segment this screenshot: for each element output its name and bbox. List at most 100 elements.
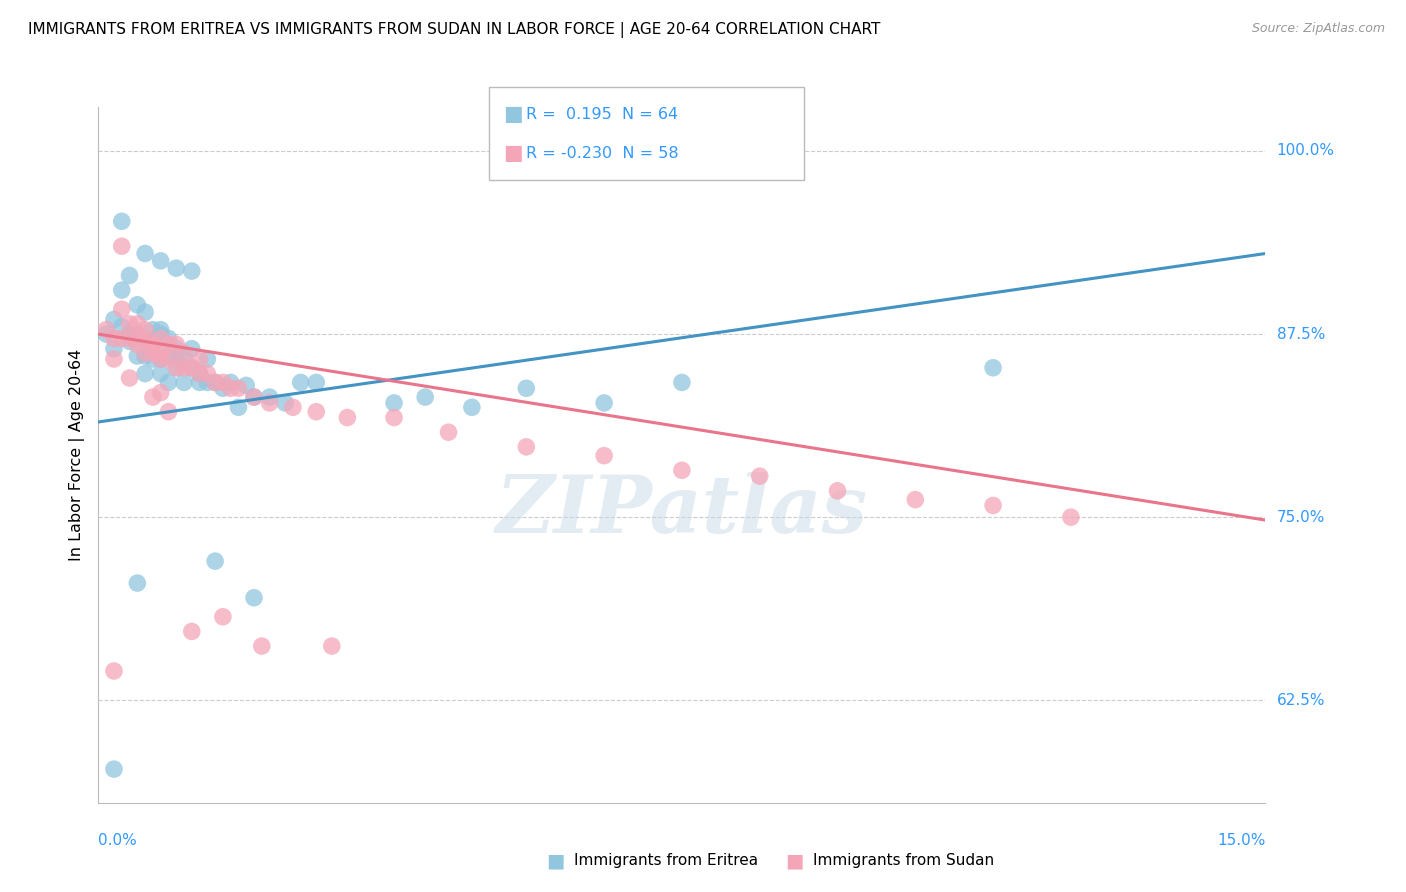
- Point: [243, 591, 266, 605]
- Point: [157, 337, 180, 351]
- Point: [111, 302, 134, 317]
- Point: [134, 305, 156, 319]
- Point: [134, 246, 156, 260]
- Point: [149, 323, 172, 337]
- Point: [111, 239, 134, 253]
- Text: ■: ■: [546, 851, 565, 871]
- Point: [204, 554, 226, 568]
- Point: [157, 376, 180, 390]
- Point: [142, 337, 165, 351]
- Point: [243, 390, 266, 404]
- Point: [149, 367, 172, 381]
- Text: Source: ZipAtlas.com: Source: ZipAtlas.com: [1251, 22, 1385, 36]
- Point: [103, 331, 125, 345]
- Point: [96, 323, 118, 337]
- Text: IMMIGRANTS FROM ERITREA VS IMMIGRANTS FROM SUDAN IN LABOR FORCE | AGE 20-64 CORR: IMMIGRANTS FROM ERITREA VS IMMIGRANTS FR…: [28, 22, 880, 38]
- Point: [127, 331, 149, 345]
- Point: [157, 331, 180, 345]
- Point: [142, 323, 165, 337]
- Point: [165, 337, 187, 351]
- Point: [336, 410, 359, 425]
- Point: [180, 360, 202, 375]
- Point: [165, 351, 187, 366]
- Point: [111, 283, 134, 297]
- Point: [157, 351, 180, 366]
- Point: [321, 639, 343, 653]
- Text: Immigrants from Sudan: Immigrants from Sudan: [813, 854, 994, 868]
- Point: [180, 624, 202, 639]
- Point: [904, 492, 927, 507]
- Point: [134, 331, 156, 345]
- Point: [142, 351, 165, 366]
- Point: [118, 317, 141, 331]
- Point: [103, 664, 125, 678]
- Point: [118, 268, 141, 283]
- Point: [212, 376, 235, 390]
- Point: [188, 376, 211, 390]
- Point: [180, 342, 202, 356]
- Point: [204, 376, 226, 390]
- Point: [195, 351, 218, 366]
- Point: [149, 346, 172, 360]
- Point: [149, 351, 172, 366]
- Point: [103, 312, 125, 326]
- Point: [127, 331, 149, 345]
- Point: [515, 440, 537, 454]
- Point: [134, 346, 156, 360]
- Point: [305, 405, 328, 419]
- Point: [259, 396, 281, 410]
- Point: [134, 367, 156, 381]
- Point: [142, 390, 165, 404]
- Point: [173, 346, 195, 360]
- Point: [165, 360, 187, 375]
- Text: 62.5%: 62.5%: [1277, 693, 1324, 707]
- Point: [118, 371, 141, 385]
- Point: [134, 349, 156, 363]
- Point: [149, 351, 172, 366]
- Point: [157, 349, 180, 363]
- Text: 87.5%: 87.5%: [1277, 326, 1324, 342]
- Text: R =  0.195  N = 64: R = 0.195 N = 64: [526, 107, 678, 121]
- Point: [127, 327, 149, 342]
- Point: [173, 351, 195, 366]
- Point: [981, 499, 1004, 513]
- Point: [157, 405, 180, 419]
- Point: [118, 334, 141, 349]
- Point: [212, 609, 235, 624]
- Point: [748, 469, 770, 483]
- Text: 15.0%: 15.0%: [1218, 833, 1265, 848]
- Point: [461, 401, 484, 415]
- Point: [111, 331, 134, 345]
- Point: [671, 463, 693, 477]
- Point: [149, 385, 172, 400]
- Point: [827, 483, 849, 498]
- Text: ■: ■: [503, 144, 523, 163]
- Point: [111, 214, 134, 228]
- Text: 75.0%: 75.0%: [1277, 509, 1324, 524]
- Text: 0.0%: 0.0%: [98, 833, 138, 848]
- Point: [219, 381, 242, 395]
- Text: Immigrants from Eritrea: Immigrants from Eritrea: [574, 854, 758, 868]
- Point: [96, 327, 118, 342]
- Point: [204, 376, 226, 390]
- Point: [188, 351, 211, 366]
- Point: [165, 342, 187, 356]
- Point: [259, 390, 281, 404]
- Point: [212, 381, 235, 395]
- Point: [228, 381, 250, 395]
- Point: [274, 396, 297, 410]
- Point: [149, 331, 172, 345]
- Point: [281, 401, 304, 415]
- Point: [127, 317, 149, 331]
- Point: [142, 337, 165, 351]
- Text: ■: ■: [785, 851, 804, 871]
- Point: [149, 327, 172, 342]
- Point: [149, 253, 172, 268]
- Point: [111, 319, 134, 334]
- Point: [118, 331, 141, 345]
- Point: [250, 639, 273, 653]
- Point: [981, 360, 1004, 375]
- Point: [195, 367, 218, 381]
- Y-axis label: In Labor Force | Age 20-64: In Labor Force | Age 20-64: [69, 349, 84, 561]
- Point: [382, 396, 405, 410]
